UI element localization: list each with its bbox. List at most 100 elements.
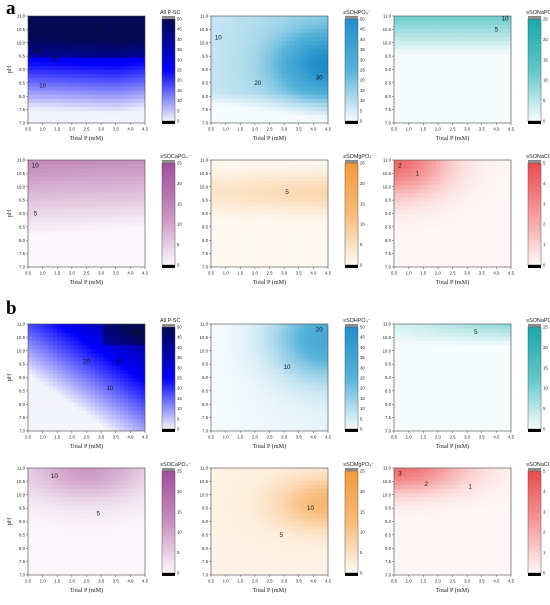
heat-cell xyxy=(278,28,283,33)
heat-cell xyxy=(299,193,304,198)
heat-cell xyxy=(503,176,508,181)
heat-cell xyxy=(278,94,283,99)
heat-cell xyxy=(457,16,462,21)
heat-cell xyxy=(49,82,54,87)
heat-cell xyxy=(411,234,416,239)
heat-cell xyxy=(236,28,241,33)
heat-cell xyxy=(112,255,117,260)
heat-cell xyxy=(91,74,96,79)
heat-cell xyxy=(240,28,245,33)
colorbar-under-cap xyxy=(528,265,541,268)
heat-cell xyxy=(315,238,320,243)
heat-cell xyxy=(286,230,291,235)
heat-cell xyxy=(478,242,483,247)
heat-cell xyxy=(49,234,54,239)
heat-cell xyxy=(240,115,245,120)
y-tick-label: 11.0 xyxy=(383,14,392,19)
heat-cell xyxy=(61,230,66,235)
heat-cell xyxy=(415,74,420,79)
heat-cell xyxy=(423,74,428,79)
heat-cell xyxy=(32,398,37,403)
heat-cell xyxy=(137,193,142,198)
heat-cell xyxy=(444,53,449,58)
heat-cell xyxy=(490,238,495,243)
heat-cell xyxy=(478,218,483,223)
heat-cell xyxy=(453,238,458,243)
heat-cell xyxy=(253,259,258,264)
heat-cell xyxy=(224,65,229,70)
heat-cell xyxy=(402,20,407,25)
heat-cell xyxy=(91,61,96,66)
heat-cell xyxy=(87,201,92,206)
heat-cell xyxy=(436,57,441,62)
heat-cell xyxy=(478,82,483,87)
heat-cell xyxy=(494,90,499,95)
heat-cell xyxy=(36,349,41,354)
heat-cell xyxy=(128,172,133,177)
heat-cell xyxy=(66,28,71,33)
heat-cell xyxy=(465,28,470,33)
heat-cell xyxy=(87,251,92,256)
heat-cell xyxy=(224,41,229,46)
heat-cell xyxy=(407,246,412,251)
heat-cell xyxy=(244,82,249,87)
heat-cell xyxy=(91,197,96,202)
heat-cell xyxy=(303,238,308,243)
heat-cell xyxy=(224,230,229,235)
heat-cell xyxy=(224,185,229,190)
heat-cell xyxy=(112,222,117,227)
heat-cell xyxy=(448,65,453,70)
heat-cell xyxy=(503,74,508,79)
heat-cell xyxy=(423,94,428,99)
heat-cell xyxy=(41,357,46,362)
heat-cell xyxy=(278,222,283,227)
heat-cell xyxy=(32,115,37,120)
heat-cell xyxy=(290,214,295,219)
heat-cell xyxy=(411,78,416,83)
heat-cell xyxy=(299,90,304,95)
heat-cell xyxy=(36,65,41,70)
heat-cell xyxy=(87,24,92,29)
heat-cell xyxy=(444,57,449,62)
heat-cell xyxy=(315,259,320,264)
heat-cell xyxy=(503,238,508,243)
heat-cell xyxy=(295,115,300,120)
heat-cell xyxy=(307,111,312,116)
heat-cell xyxy=(244,201,249,206)
heat-cell xyxy=(82,98,87,103)
heat-cell xyxy=(278,24,283,29)
heat-cell xyxy=(498,107,503,112)
heat-cell xyxy=(224,32,229,37)
heat-cell xyxy=(257,41,262,46)
heat-cell xyxy=(70,251,75,256)
heat-cell xyxy=(228,222,233,227)
heat-cell xyxy=(274,78,279,83)
heat-cell xyxy=(295,246,300,251)
heat-cell xyxy=(95,90,100,95)
heat-cell xyxy=(211,259,216,264)
heat-cell xyxy=(32,328,37,333)
heat-cell xyxy=(128,230,133,235)
heat-cell xyxy=(244,164,249,169)
heat-cell xyxy=(270,49,275,54)
heat-cell xyxy=(270,94,275,99)
heat-cell xyxy=(87,234,92,239)
heat-cell xyxy=(498,234,503,239)
heat-cell xyxy=(57,386,62,391)
y-axis-label: pH xyxy=(6,65,13,73)
heat-cell xyxy=(261,218,266,223)
heat-cell xyxy=(473,205,478,210)
heat-cell xyxy=(423,209,428,214)
heat-cell xyxy=(116,82,121,87)
heat-cell xyxy=(473,226,478,231)
heat-cell xyxy=(137,168,142,173)
heat-cell xyxy=(444,115,449,120)
heat-cell xyxy=(128,259,133,264)
heat-cell xyxy=(215,115,220,120)
colorbar-tick-label: 0 xyxy=(177,119,180,124)
heat-cell xyxy=(53,234,58,239)
heat-cell xyxy=(45,209,50,214)
heat-cell xyxy=(320,205,325,210)
heat-cell xyxy=(486,214,491,219)
